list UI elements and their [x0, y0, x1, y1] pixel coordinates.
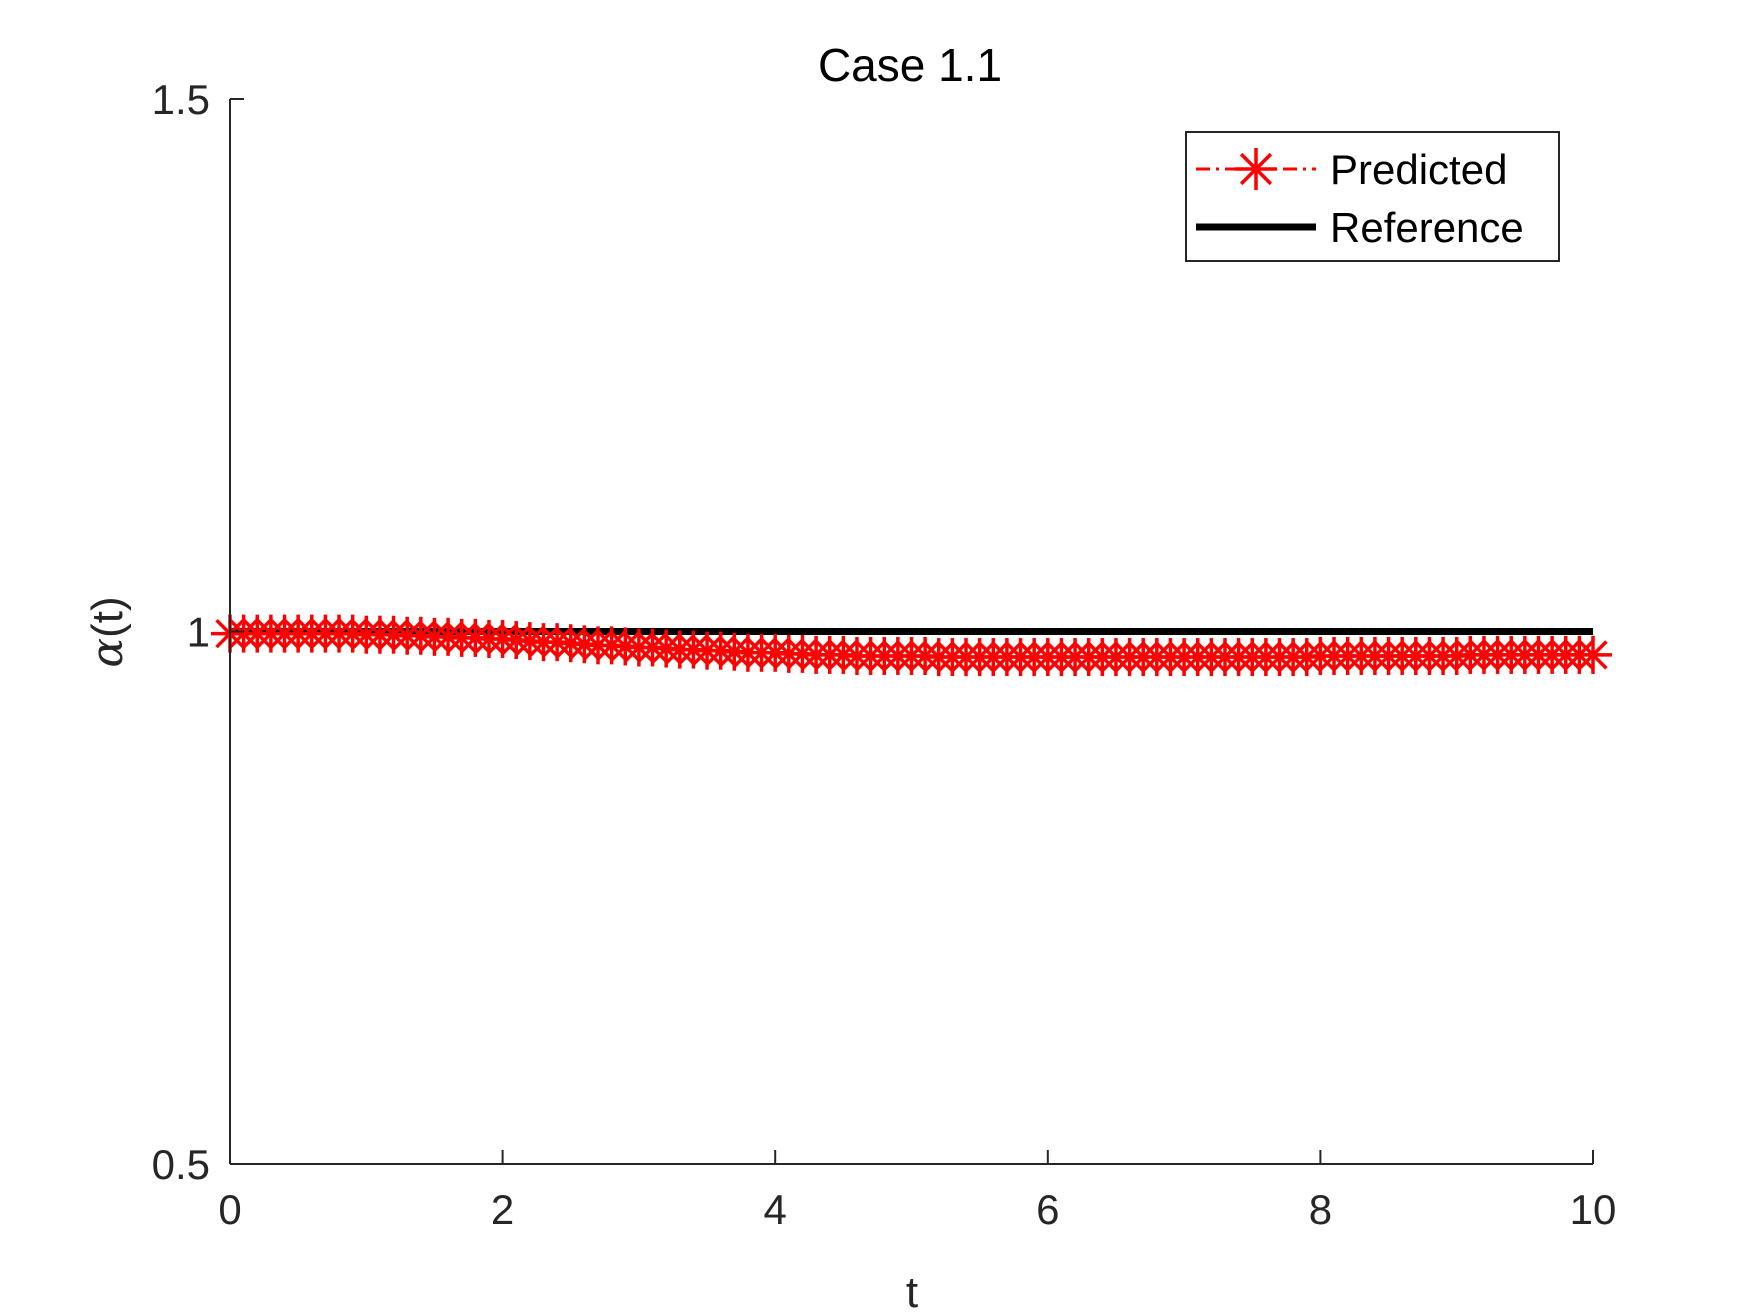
legend-label: Predicted [1330, 146, 1507, 193]
x-tick-label: 4 [764, 1186, 787, 1233]
y-tick-label: 0.5 [152, 1141, 210, 1188]
y-axis-label: α(t) [82, 596, 133, 667]
y-tick-label: 1 [187, 609, 210, 656]
legend: Predicted Reference [1185, 131, 1560, 262]
legend-swatch-marker [1235, 148, 1277, 190]
plot-area: 0 2 4 6 8 10 0.5 1 1.5 [152, 76, 1617, 1233]
predicted-markers [211, 614, 1612, 677]
x-tick-label: 0 [218, 1186, 241, 1233]
legend-items: Predicted Reference [1196, 146, 1524, 251]
x-tick-label: 8 [1309, 1186, 1332, 1233]
chart-title: Case 1.1 [818, 39, 1002, 91]
x-axis-label: t [906, 1268, 918, 1313]
predicted-point [1574, 635, 1612, 674]
legend-label: Reference [1330, 204, 1524, 251]
x-tick-label: 6 [1036, 1186, 1059, 1233]
y-axis-label-symbol: α [82, 638, 133, 668]
x-tick-label: 10 [1570, 1186, 1617, 1233]
y-ticks: 0.5 1 1.5 [152, 76, 244, 1188]
y-axis-label-argument: (t) [83, 596, 132, 638]
legend-item-reference: Reference [1196, 204, 1524, 251]
x-ticks: 0 2 4 6 8 10 [218, 1150, 1616, 1233]
x-tick-label: 2 [491, 1186, 514, 1233]
legend-box [1185, 131, 1560, 262]
y-tick-label: 1.5 [152, 76, 210, 123]
legend-item-predicted: Predicted [1196, 146, 1507, 193]
series-layer [211, 614, 1612, 677]
